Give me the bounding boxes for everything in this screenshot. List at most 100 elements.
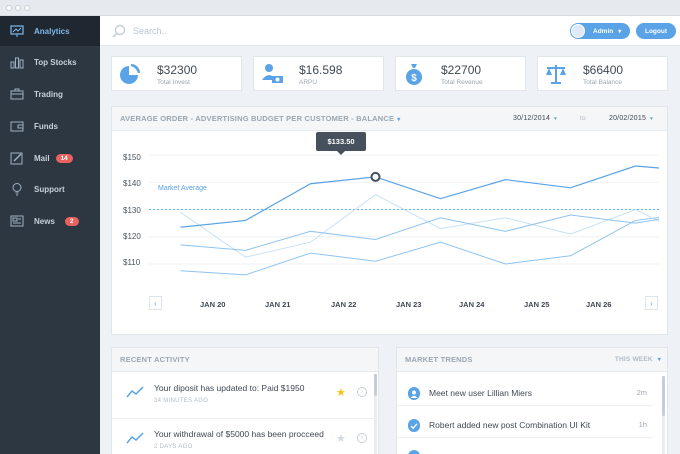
newspaper-icon — [10, 214, 24, 228]
trend-line-icon — [126, 385, 144, 398]
sidebar-item-label: Trading — [34, 89, 63, 99]
stat-card-total-balance: $66400 Total Balance — [537, 56, 668, 91]
trend-filter-dropdown[interactable]: THIS WEEK ▾ — [615, 356, 661, 363]
chart-screen-icon — [10, 24, 24, 38]
recent-activity-header: RECENT ACTIVITY — [112, 348, 378, 372]
activity-scrollbar[interactable] — [374, 374, 377, 454]
market-trends-title: MARKET TRENDS — [405, 355, 473, 364]
series-line-1 — [180, 165, 659, 228]
lightbulb-icon — [10, 182, 24, 196]
stat-card-arpu: $16.598 ARPU — [253, 56, 384, 91]
search-input[interactable] — [133, 22, 333, 40]
logout-button[interactable]: Logout — [636, 23, 676, 39]
admin-menu-button[interactable]: Admin ▾ — [570, 23, 630, 39]
chart-prev-button[interactable]: ‹ — [149, 296, 162, 310]
chart-title-dropdown[interactable]: AVERAGE ORDER - ADVERTISING BUDGET PER C… — [120, 114, 400, 123]
svg-text:$: $ — [411, 73, 417, 84]
sidebar-item-analytics[interactable]: Analytics — [0, 16, 100, 46]
stat-label: ARPU — [299, 79, 318, 86]
sidebar-item-label: Mail — [34, 153, 50, 163]
user-money-icon — [260, 62, 284, 86]
sidebar-item-label: News — [34, 216, 55, 226]
stat-label: Total Revenue — [441, 79, 483, 86]
mail-count-badge: 14 — [55, 153, 73, 163]
chart-next-button[interactable]: › — [645, 296, 658, 310]
chevron-left-icon: ‹ — [154, 298, 157, 308]
window-dot-3[interactable] — [24, 5, 30, 11]
user-icon — [408, 387, 420, 400]
news-count-badge: 2 — [64, 216, 79, 226]
sidebar-item-label: Support — [34, 184, 65, 194]
money-bag-icon: $ — [402, 62, 426, 86]
stat-value: $22700 — [441, 63, 482, 77]
window-dot-1[interactable] — [6, 5, 12, 11]
chart-title: AVERAGE ORDER - ADVERTISING BUDGET PER C… — [120, 114, 395, 123]
stat-label: Total Balance — [583, 79, 623, 86]
trend-line-icon — [126, 431, 144, 444]
sidebar: Analytics Top Stocks Trading Funds Mail — [0, 16, 100, 454]
sidebar-item-top-stocks[interactable]: Top Stocks — [0, 47, 100, 77]
x-tick-label: JAN 26 — [586, 300, 612, 309]
chart-panel-header: AVERAGE ORDER - ADVERTISING BUDGET PER C… — [112, 107, 667, 131]
x-tick-label: JAN 23 — [396, 300, 422, 309]
list-item[interactable]: Meet new user Lillian Miers 2m — [397, 380, 653, 406]
chevron-down-icon: ▾ — [650, 116, 654, 122]
scales-icon — [544, 62, 568, 86]
y-tick-label: $110 — [123, 258, 141, 267]
star-icon[interactable]: ★ — [336, 387, 346, 399]
check-icon — [408, 419, 420, 432]
date-to-label: to — [580, 115, 586, 122]
stat-card-total-invest: $32300 Total Invest — [111, 56, 242, 91]
list-item[interactable]: Robert added new post Combination UI Kit… — [397, 412, 653, 438]
y-tick-label: $140 — [123, 179, 141, 188]
search-icon[interactable] — [112, 24, 126, 38]
chevron-down-icon: ▾ — [618, 28, 622, 35]
trend-text: Robert added new post Combination UI Kit — [429, 420, 591, 430]
highlight-point[interactable] — [370, 171, 381, 182]
trends-scroll-thumb[interactable] — [662, 376, 665, 416]
series-line-2 — [180, 214, 659, 251]
activity-text: Your diposit has updated to: Paid $1950 — [154, 383, 305, 393]
wallet-icon — [10, 119, 24, 133]
chevron-right-icon[interactable]: › — [357, 433, 367, 443]
date-from-value: 30/12/2014 — [513, 115, 551, 122]
list-item[interactable]: Your withdrawal of $5000 has been procce… — [112, 419, 380, 454]
trend-text: Meet new user Lillian Miers — [429, 388, 532, 398]
sidebar-item-label: Funds — [34, 121, 58, 131]
top-bar: Admin ▾ Logout — [100, 16, 680, 46]
activity-time: 2 DAYS AGO — [154, 444, 193, 450]
star-icon[interactable]: ★ — [336, 433, 346, 445]
date-from-picker[interactable]: 30/12/2014 ▾ — [513, 115, 557, 122]
activity-scroll-thumb[interactable] — [374, 374, 377, 396]
chart-panel: AVERAGE ORDER - ADVERTISING BUDGET PER C… — [111, 106, 668, 335]
stat-value: $32300 — [157, 63, 198, 77]
pie-chart-icon — [118, 62, 142, 86]
sidebar-item-news[interactable]: News 2 — [0, 206, 100, 236]
sidebar-item-label: Top Stocks — [34, 57, 77, 67]
window-dot-2[interactable] — [15, 5, 21, 11]
date-to-picker[interactable]: 20/02/2015 ▾ — [609, 115, 653, 122]
x-tick-label: JAN 20 — [200, 300, 226, 309]
sidebar-item-trading[interactable]: Trading — [0, 79, 100, 109]
market-trends-panel: MARKET TRENDS THIS WEEK ▾ Meet new user … — [396, 347, 668, 454]
series-line-4 — [180, 216, 659, 276]
trend-filter-value: THIS WEEK — [614, 356, 653, 363]
list-item[interactable] — [397, 443, 653, 454]
x-tick-label: JAN 21 — [265, 300, 291, 309]
sidebar-item-funds[interactable]: Funds — [0, 111, 100, 141]
sidebar-item-mail[interactable]: Mail 14 — [0, 143, 100, 173]
bar-chart-icon — [10, 55, 24, 69]
list-item[interactable]: Your diposit has updated to: Paid $1950 … — [112, 373, 380, 419]
chevron-right-icon[interactable]: › — [357, 387, 367, 397]
pencil-icon — [10, 151, 24, 165]
trends-scrollbar[interactable] — [662, 376, 665, 454]
chevron-down-icon: ▾ — [554, 116, 558, 122]
sidebar-item-support[interactable]: Support — [0, 174, 100, 204]
stat-label: Total Invest — [157, 79, 190, 86]
briefcase-icon — [10, 87, 24, 101]
recent-activity-panel: RECENT ACTIVITY Your diposit has updated… — [111, 347, 380, 454]
line-chart — [149, 154, 659, 276]
avatar — [571, 24, 585, 38]
chevron-down-icon: ▾ — [657, 357, 661, 363]
stat-value: $66400 — [583, 63, 624, 77]
